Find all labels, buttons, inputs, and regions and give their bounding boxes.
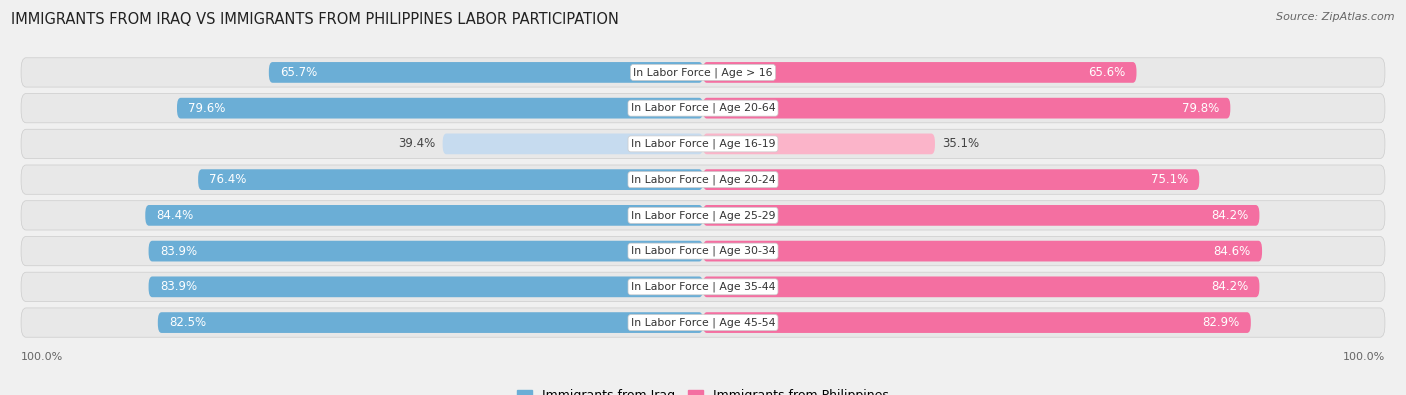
Text: In Labor Force | Age 25-29: In Labor Force | Age 25-29 xyxy=(631,210,775,221)
Text: 79.8%: 79.8% xyxy=(1182,102,1219,115)
FancyBboxPatch shape xyxy=(703,134,935,154)
Text: 79.6%: 79.6% xyxy=(188,102,225,115)
Text: In Labor Force | Age 30-34: In Labor Force | Age 30-34 xyxy=(631,246,775,256)
FancyBboxPatch shape xyxy=(703,205,1260,226)
Text: 65.6%: 65.6% xyxy=(1088,66,1125,79)
FancyBboxPatch shape xyxy=(703,98,1230,118)
Text: In Labor Force | Age > 16: In Labor Force | Age > 16 xyxy=(633,67,773,78)
FancyBboxPatch shape xyxy=(21,308,1385,337)
Text: 35.1%: 35.1% xyxy=(942,137,979,150)
FancyBboxPatch shape xyxy=(149,276,703,297)
Text: 82.5%: 82.5% xyxy=(169,316,207,329)
Text: 84.2%: 84.2% xyxy=(1211,280,1249,293)
Text: 65.7%: 65.7% xyxy=(280,66,318,79)
Text: 75.1%: 75.1% xyxy=(1150,173,1188,186)
FancyBboxPatch shape xyxy=(198,169,703,190)
FancyBboxPatch shape xyxy=(177,98,703,118)
FancyBboxPatch shape xyxy=(21,58,1385,87)
FancyBboxPatch shape xyxy=(21,165,1385,194)
Text: In Labor Force | Age 20-64: In Labor Force | Age 20-64 xyxy=(631,103,775,113)
Text: IMMIGRANTS FROM IRAQ VS IMMIGRANTS FROM PHILIPPINES LABOR PARTICIPATION: IMMIGRANTS FROM IRAQ VS IMMIGRANTS FROM … xyxy=(11,12,619,27)
FancyBboxPatch shape xyxy=(703,276,1260,297)
FancyBboxPatch shape xyxy=(21,237,1385,266)
Text: 84.4%: 84.4% xyxy=(156,209,194,222)
FancyBboxPatch shape xyxy=(157,312,703,333)
Text: In Labor Force | Age 45-54: In Labor Force | Age 45-54 xyxy=(631,317,775,328)
Legend: Immigrants from Iraq, Immigrants from Philippines: Immigrants from Iraq, Immigrants from Ph… xyxy=(512,384,894,395)
Text: 39.4%: 39.4% xyxy=(398,137,436,150)
Text: 83.9%: 83.9% xyxy=(160,245,197,258)
Text: In Labor Force | Age 20-24: In Labor Force | Age 20-24 xyxy=(631,174,775,185)
Text: 82.9%: 82.9% xyxy=(1202,316,1240,329)
Text: 84.6%: 84.6% xyxy=(1213,245,1251,258)
Text: 83.9%: 83.9% xyxy=(160,280,197,293)
FancyBboxPatch shape xyxy=(149,241,703,261)
Text: In Labor Force | Age 35-44: In Labor Force | Age 35-44 xyxy=(631,282,775,292)
FancyBboxPatch shape xyxy=(145,205,703,226)
Text: In Labor Force | Age 16-19: In Labor Force | Age 16-19 xyxy=(631,139,775,149)
FancyBboxPatch shape xyxy=(21,272,1385,301)
FancyBboxPatch shape xyxy=(703,62,1136,83)
FancyBboxPatch shape xyxy=(703,241,1263,261)
FancyBboxPatch shape xyxy=(21,129,1385,158)
FancyBboxPatch shape xyxy=(703,169,1199,190)
Text: 76.4%: 76.4% xyxy=(209,173,247,186)
FancyBboxPatch shape xyxy=(269,62,703,83)
FancyBboxPatch shape xyxy=(703,312,1251,333)
FancyBboxPatch shape xyxy=(443,134,703,154)
Text: 84.2%: 84.2% xyxy=(1211,209,1249,222)
Text: Source: ZipAtlas.com: Source: ZipAtlas.com xyxy=(1277,12,1395,22)
FancyBboxPatch shape xyxy=(21,94,1385,123)
FancyBboxPatch shape xyxy=(21,201,1385,230)
